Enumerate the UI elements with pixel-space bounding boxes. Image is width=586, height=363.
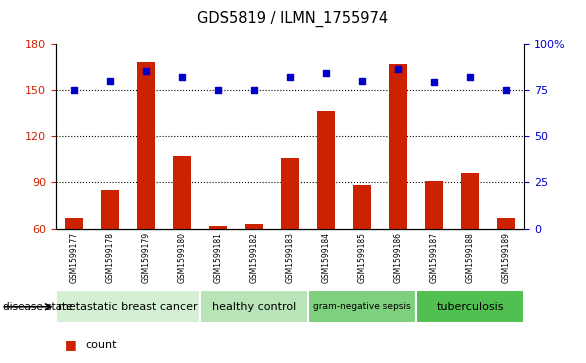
Text: GSM1599185: GSM1599185 (357, 232, 367, 283)
Point (285, 74, 295, 80)
Bar (101, 190, 119, 229)
Point (502, 87, 511, 93)
Point (69, 87, 79, 93)
Text: GSM1599180: GSM1599180 (178, 232, 186, 283)
Text: GSM1599189: GSM1599189 (502, 232, 511, 283)
Text: GSM1599188: GSM1599188 (466, 232, 475, 283)
Text: tuberculosis: tuberculosis (437, 302, 504, 312)
Text: disease state: disease state (3, 302, 73, 312)
Text: GSM1599186: GSM1599186 (394, 232, 403, 283)
Bar (416, 290, 524, 323)
Text: GSM1599177: GSM1599177 (69, 232, 78, 283)
Point (466, 74, 475, 80)
Point (357, 78, 367, 83)
Bar (317, 111, 335, 229)
Point (430, 79, 439, 85)
Bar (308, 290, 416, 323)
Bar (461, 173, 479, 229)
Bar (281, 158, 299, 229)
Point (322, 70, 331, 76)
Bar (200, 290, 308, 323)
Bar (498, 218, 516, 229)
Bar (137, 62, 155, 229)
Text: GSM1599184: GSM1599184 (322, 232, 331, 283)
Text: GSM1599178: GSM1599178 (105, 232, 114, 283)
Bar (173, 156, 191, 229)
Text: metastatic breast cancer: metastatic breast cancer (58, 302, 197, 312)
Text: GSM1599182: GSM1599182 (250, 232, 258, 283)
Bar (389, 64, 407, 229)
Point (177, 74, 186, 80)
Text: gram-negative sepsis: gram-negative sepsis (314, 302, 411, 311)
Text: count: count (85, 340, 117, 350)
Point (249, 87, 258, 93)
Point (141, 68, 151, 74)
Text: GSM1599187: GSM1599187 (430, 232, 439, 283)
Bar (64, 218, 83, 229)
Text: healthy control: healthy control (212, 302, 296, 312)
Point (213, 87, 223, 93)
Text: ■: ■ (64, 338, 76, 351)
Bar (425, 181, 444, 229)
Text: GDS5819 / ILMN_1755974: GDS5819 / ILMN_1755974 (197, 11, 389, 27)
Bar (353, 185, 371, 229)
Bar (209, 225, 227, 229)
Point (394, 66, 403, 72)
Point (105, 78, 114, 83)
Bar (56, 290, 200, 323)
Text: GSM1599183: GSM1599183 (285, 232, 295, 283)
Text: GSM1599181: GSM1599181 (213, 232, 223, 283)
Bar (245, 224, 263, 229)
Text: GSM1599179: GSM1599179 (141, 232, 151, 283)
